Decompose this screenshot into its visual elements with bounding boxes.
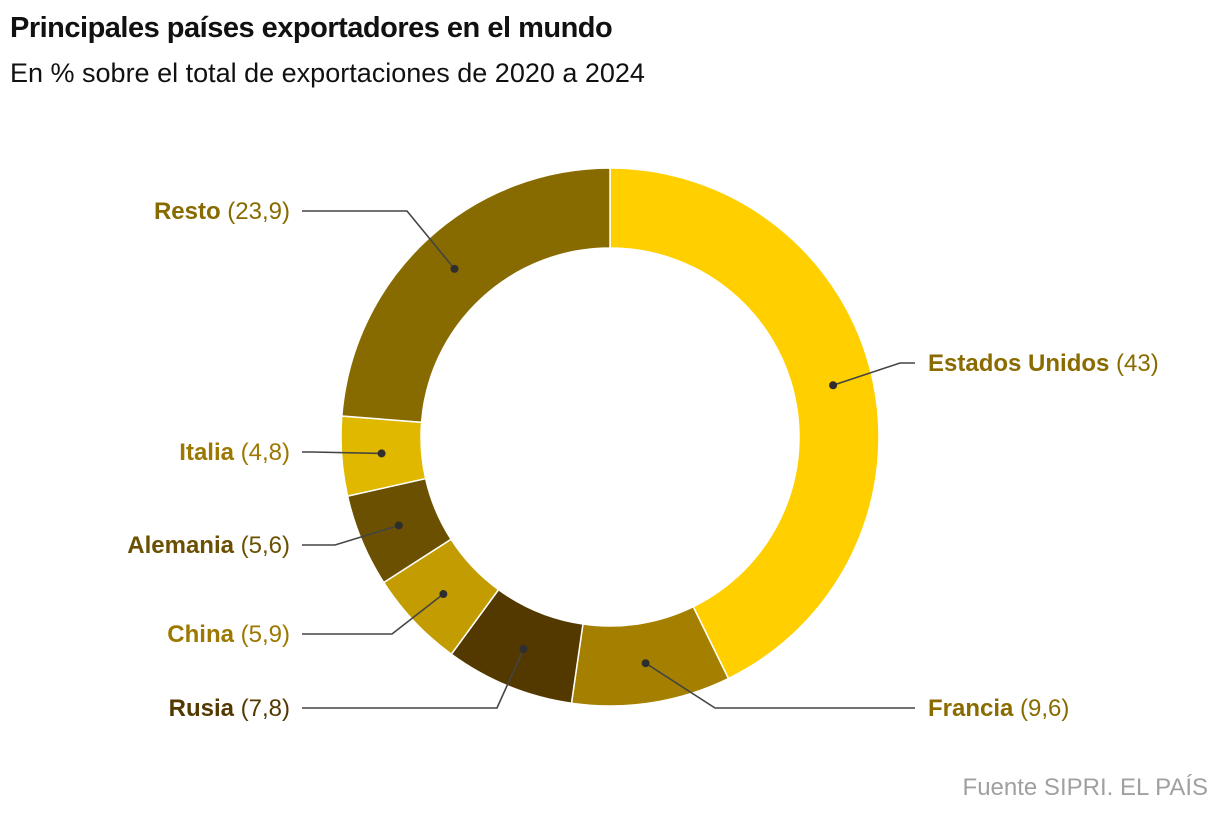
slice-label: Resto (23,9) — [154, 198, 290, 225]
leader-dot — [829, 381, 838, 390]
slice-label: Alemania (5,6) — [127, 532, 290, 559]
leader-line — [302, 451, 382, 455]
slice-label: Estados Unidos (43) — [928, 350, 1159, 377]
slice-label-value: (5,9) — [241, 621, 290, 648]
slice-label-name: Alemania — [127, 532, 240, 559]
slice-label-name: Resto — [154, 198, 227, 225]
source-credit: Fuente SIPRI. EL PAÍS — [962, 774, 1208, 801]
slice-label-name: Italia — [179, 439, 240, 466]
slice-label-value: (4,8) — [241, 439, 290, 466]
slice-label-name: Rusia — [169, 695, 241, 722]
slice-label: China (5,9) — [167, 621, 290, 648]
slice-label: Rusia (7,8) — [169, 695, 290, 722]
slice-label: Francia (9,6) — [928, 695, 1069, 722]
leader-dot — [439, 590, 448, 599]
chart-title: Principales países exportadores en el mu… — [10, 12, 613, 44]
slice-label-value: (9,6) — [1020, 695, 1069, 722]
leader-line — [832, 362, 915, 387]
leader-dot — [519, 645, 528, 654]
slice-estados-unidos — [609, 167, 880, 680]
leader-line — [302, 648, 525, 709]
leader-line — [302, 210, 456, 270]
leader-dot — [641, 659, 650, 668]
leader-dot — [450, 264, 459, 273]
slice-label-value: (43) — [1116, 350, 1159, 377]
leader-dot — [377, 449, 386, 458]
slice-label-name: Francia — [928, 695, 1020, 722]
leader-line — [645, 662, 915, 709]
slice-resto — [341, 167, 611, 424]
leader-line — [302, 593, 444, 635]
slice-label-value: (23,9) — [227, 198, 290, 225]
slice-label-value: (7,8) — [241, 695, 290, 722]
slice-label-name: Estados Unidos — [928, 350, 1116, 377]
chart-subtitle: En % sobre el total de exportaciones de … — [10, 58, 645, 88]
slice-label-value: (5,6) — [241, 532, 290, 559]
leader-line — [302, 524, 400, 546]
leader-dot — [394, 521, 403, 530]
slice-label-name: China — [167, 621, 240, 648]
slice-label: Italia (4,8) — [179, 439, 290, 466]
